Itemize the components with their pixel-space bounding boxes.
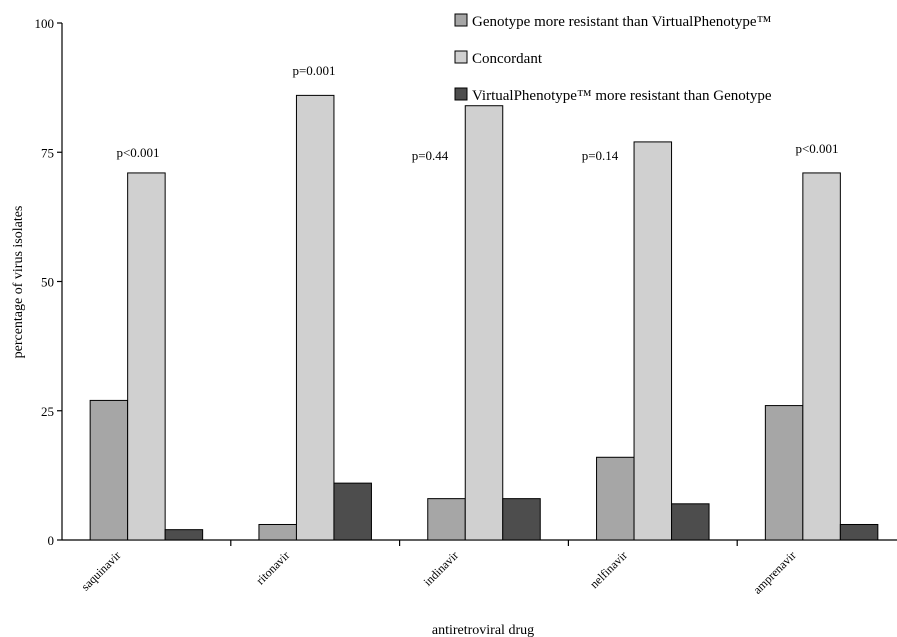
legend-label: Genotype more resistant than VirtualPhen… xyxy=(472,14,772,30)
legend: Genotype more resistant than VirtualPhen… xyxy=(454,13,772,104)
bar xyxy=(502,498,541,541)
bar xyxy=(89,399,129,541)
bars xyxy=(89,94,879,541)
bar xyxy=(427,498,466,541)
bar xyxy=(295,94,335,541)
p-value-annotation: p=0.44 xyxy=(412,148,449,163)
bar xyxy=(671,503,710,541)
bar xyxy=(258,523,297,541)
p-value-annotation: p<0.001 xyxy=(116,145,159,160)
bar xyxy=(333,482,372,541)
bar xyxy=(127,172,166,541)
bar xyxy=(764,405,804,541)
legend-label: Concordant xyxy=(472,51,543,67)
y-axis-title: percentage of virus isolates xyxy=(11,206,26,359)
p-value-annotation: p<0.001 xyxy=(795,141,838,156)
p-value-annotation: p=0.14 xyxy=(582,148,619,163)
x-tick-label: indinavir xyxy=(421,548,462,589)
x-tick-label: ritonavir xyxy=(253,548,292,587)
legend-swatch xyxy=(454,87,468,101)
x-axis-title: antiretroviral drug xyxy=(432,623,534,637)
y-tick-label: 50 xyxy=(41,275,54,290)
bar xyxy=(633,141,673,541)
p-value-annotation: p=0.001 xyxy=(292,63,335,78)
x-tick-label: nelfinavir xyxy=(587,548,630,591)
y-tick-label: 0 xyxy=(48,533,55,548)
legend-swatch xyxy=(454,50,468,64)
bar xyxy=(839,523,879,541)
bar xyxy=(596,456,635,541)
legend-swatch xyxy=(454,13,468,27)
bar xyxy=(164,529,204,541)
bar xyxy=(802,172,841,541)
y-tick-label: 75 xyxy=(41,145,54,160)
y-tick-label: 25 xyxy=(41,404,54,419)
annotations: p<0.001 p=0.001 p=0.44 p=0.14 p<0.001 xyxy=(116,63,838,163)
x-tick-label: amprenavir xyxy=(750,548,799,597)
legend-label: VirtualPhenotype™ more resistant than Ge… xyxy=(472,88,772,104)
bar xyxy=(464,105,504,541)
y-tick-label: 100 xyxy=(35,16,55,31)
x-tick-label: saquinavir xyxy=(78,548,123,593)
